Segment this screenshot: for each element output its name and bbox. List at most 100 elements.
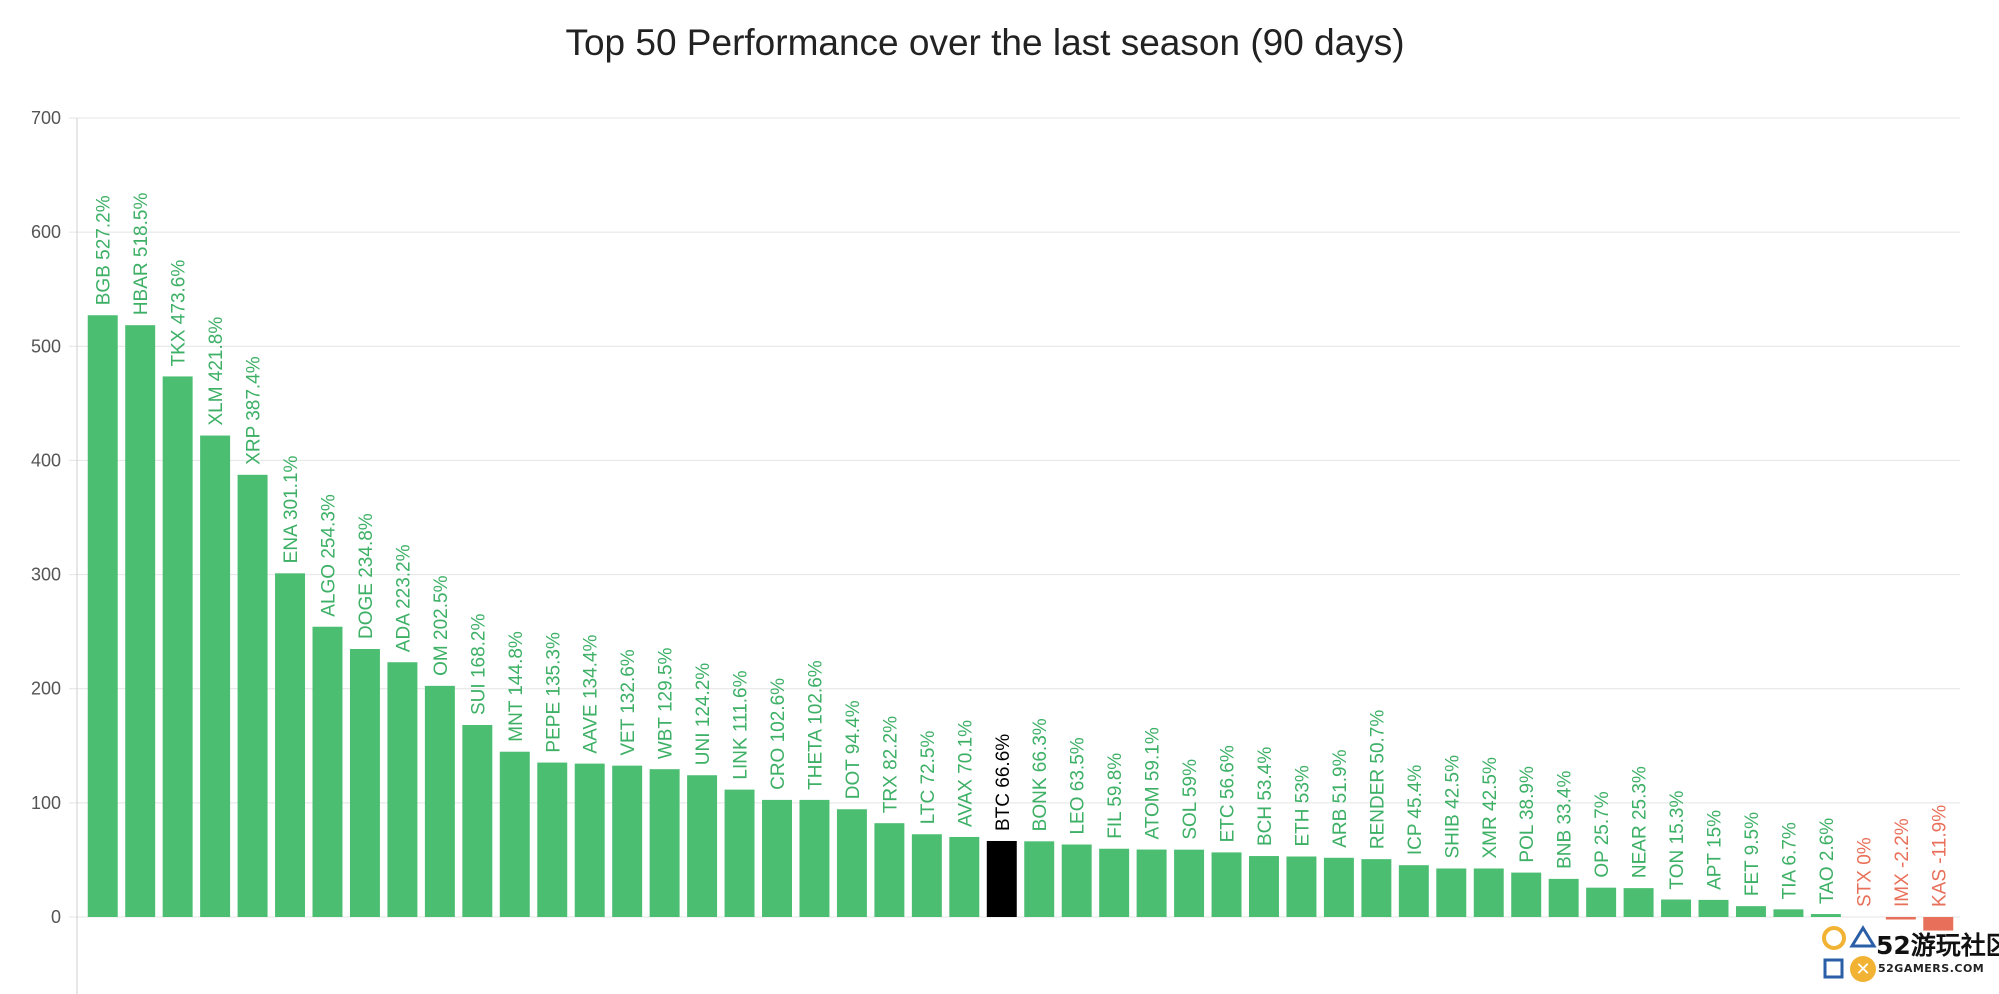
watermark-text: 52游玩社区 bbox=[1876, 931, 1999, 960]
bar-render bbox=[1361, 859, 1392, 917]
bar-label-om: OM 202.5% bbox=[431, 575, 452, 675]
bar-fil bbox=[1099, 848, 1130, 917]
watermark-logo: ✕ 52游玩社区 52GAMERS.COM bbox=[1821, 924, 1999, 986]
bar-label-doge: DOGE 234.8% bbox=[356, 513, 377, 639]
bar-label-atom: ATOM 59.1% bbox=[1143, 727, 1164, 839]
bar-label-btc: BTC 66.6% bbox=[993, 734, 1014, 831]
bar-dot bbox=[836, 809, 867, 917]
bar-pepe bbox=[537, 762, 568, 917]
bar-sol bbox=[1174, 849, 1205, 917]
bar-label-fet: FET 9.5% bbox=[1742, 812, 1763, 896]
bar-eth bbox=[1286, 856, 1317, 917]
y-tick-label: 400 bbox=[31, 450, 61, 470]
bar-label-tia: TIA 6.7% bbox=[1779, 822, 1800, 899]
bar-label-ada: ADA 223.2% bbox=[393, 544, 414, 652]
bar-label-ltc: LTC 72.5% bbox=[918, 731, 939, 825]
bar-label-icp: ICP 45.4% bbox=[1405, 765, 1426, 856]
bar-icp bbox=[1398, 865, 1429, 917]
bar-bonk bbox=[1024, 841, 1055, 917]
bar-tia bbox=[1773, 909, 1804, 917]
y-tick-label: 500 bbox=[31, 336, 61, 356]
chart-title: Top 50 Performance over the last season … bbox=[565, 22, 1405, 63]
bar-label-sol: SOL 59% bbox=[1180, 759, 1201, 840]
bar-bch bbox=[1249, 856, 1279, 917]
bar-etc bbox=[1211, 852, 1242, 917]
bar-label-apt: APT 15% bbox=[1705, 810, 1726, 890]
bar-near bbox=[1623, 888, 1654, 917]
y-tick-label: 100 bbox=[31, 793, 61, 813]
bar-uni bbox=[687, 775, 718, 917]
bar-pol bbox=[1511, 872, 1542, 917]
bar-algo bbox=[312, 626, 343, 917]
bar-cro bbox=[762, 799, 792, 917]
bar-ada bbox=[387, 662, 418, 917]
bar-mnt bbox=[499, 751, 530, 917]
bar-xrp bbox=[237, 474, 268, 917]
bar-label-aave: AAVE 134.4% bbox=[581, 634, 602, 753]
bar-leo bbox=[1061, 844, 1092, 917]
gridlines bbox=[69, 117, 1960, 918]
y-tick-label: 600 bbox=[31, 222, 61, 242]
bar-label-near: NEAR 25.3% bbox=[1630, 766, 1651, 878]
bar-wbt bbox=[649, 769, 680, 917]
y-tick-label: 200 bbox=[31, 679, 61, 699]
bar-label-avax: AVAX 70.1% bbox=[955, 720, 976, 827]
bar-label-theta: THETA 102.6% bbox=[805, 660, 826, 790]
gamepad-buttons-icon: ✕ bbox=[1822, 925, 1877, 982]
bar-label-xrp: XRP 387.4% bbox=[244, 356, 265, 465]
bar-label-mnt: MNT 144.8% bbox=[506, 631, 527, 742]
bar-avax bbox=[949, 836, 980, 917]
bar-fet bbox=[1735, 906, 1766, 917]
bar-label-wbt: WBT 129.5% bbox=[656, 647, 677, 759]
bar-label-eth: ETH 53% bbox=[1292, 765, 1313, 846]
bar-label-render: RENDER 50.7% bbox=[1367, 710, 1388, 849]
bar-label-arb: ARB 51.9% bbox=[1330, 749, 1351, 847]
bar-label-xlm: XLM 421.8% bbox=[206, 317, 227, 426]
bar-labels: BGB 527.2% HBAR 518.5% TKX 473.6% XLM 421.8… bbox=[94, 193, 1951, 907]
bar-kas bbox=[1923, 917, 1954, 931]
bar-tkx bbox=[162, 376, 193, 917]
bar-op bbox=[1586, 887, 1617, 917]
bar-label-op: OP 25.7% bbox=[1592, 791, 1613, 877]
bar-label-pepe: PEPE 135.3% bbox=[543, 632, 564, 753]
bar-bgb bbox=[87, 315, 118, 917]
bar-atom bbox=[1136, 849, 1167, 917]
bar-label-cro: CRO 102.6% bbox=[768, 678, 789, 790]
bar-label-dot: DOT 94.4% bbox=[843, 700, 864, 799]
bar-vet bbox=[612, 765, 643, 917]
bar-label-bgb: BGB 527.2% bbox=[94, 195, 115, 305]
bar-xlm bbox=[200, 435, 231, 917]
bar-label-link: LINK 111.6% bbox=[731, 670, 752, 779]
bar-label-bonk: BONK 66.3% bbox=[1030, 718, 1051, 831]
bar-label-etc: ETC 56.6% bbox=[1218, 745, 1239, 842]
bar-label-stx: STX 0% bbox=[1854, 837, 1875, 907]
bar-ton bbox=[1661, 899, 1692, 917]
bar-label-vet: VET 132.6% bbox=[618, 649, 639, 755]
y-axis-ticks: 0 100 200 300 400 500 600 700 bbox=[31, 108, 61, 927]
bar-shib bbox=[1436, 868, 1467, 917]
bar-trx bbox=[874, 823, 905, 917]
bar-label-leo: LEO 63.5% bbox=[1068, 737, 1089, 834]
watermark-subtext: 52GAMERS.COM bbox=[1878, 962, 1985, 975]
bar-label-bnb: BNB 33.4% bbox=[1555, 771, 1576, 869]
bar-ena bbox=[275, 573, 306, 917]
bar-label-tao: TAO 2.6% bbox=[1817, 818, 1838, 904]
bar-label-fil: FIL 59.8% bbox=[1105, 753, 1126, 839]
bar-aave bbox=[574, 763, 605, 917]
bar-label-bch: BCH 53.4% bbox=[1255, 747, 1276, 846]
bar-label-tkx: TKX 473.6% bbox=[169, 260, 190, 367]
bar-hbar bbox=[125, 325, 156, 917]
bar-ltc bbox=[911, 834, 942, 917]
svg-text:✕: ✕ bbox=[1855, 959, 1870, 980]
bar-theta bbox=[799, 799, 830, 917]
y-tick-label: 300 bbox=[31, 565, 61, 585]
bar-label-shib: SHIB 42.5% bbox=[1442, 755, 1463, 859]
bar-label-xmr: XMR 42.5% bbox=[1480, 757, 1501, 858]
bar-tao bbox=[1810, 914, 1841, 917]
bar-label-algo: ALGO 254.3% bbox=[318, 494, 339, 617]
bar-om bbox=[424, 685, 455, 917]
bar-label-ton: TON 15.3% bbox=[1667, 791, 1688, 890]
bar-bnb bbox=[1548, 878, 1579, 917]
bar-label-imx: IMX -2.2% bbox=[1892, 818, 1913, 907]
